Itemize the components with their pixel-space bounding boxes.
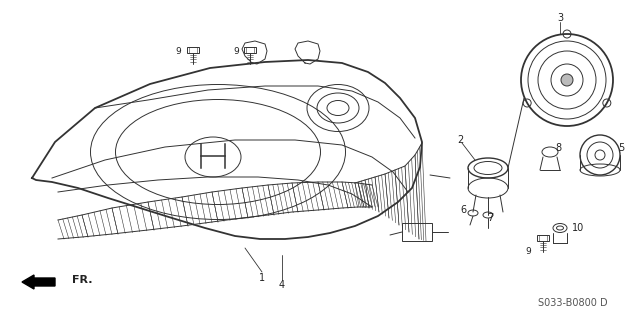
Text: 8: 8	[555, 143, 561, 153]
Text: 9: 9	[175, 48, 181, 56]
Text: 1: 1	[259, 273, 265, 283]
Bar	[402, 223, 432, 241]
FancyArrow shape	[22, 275, 55, 289]
Text: 9: 9	[525, 248, 531, 256]
Text: 5: 5	[618, 143, 624, 153]
Bar	[537, 235, 549, 241]
Text: 2: 2	[457, 135, 463, 145]
Circle shape	[561, 74, 573, 86]
Text: 3: 3	[557, 13, 563, 23]
Text: 6: 6	[460, 205, 466, 215]
Bar	[244, 47, 256, 53]
Text: FR.: FR.	[72, 275, 93, 285]
Text: 10: 10	[572, 223, 584, 233]
Bar	[187, 47, 199, 53]
Text: 9: 9	[233, 48, 239, 56]
Text: S033-B0800 D: S033-B0800 D	[538, 298, 608, 308]
Text: 7: 7	[487, 213, 493, 223]
Text: 4: 4	[279, 280, 285, 290]
